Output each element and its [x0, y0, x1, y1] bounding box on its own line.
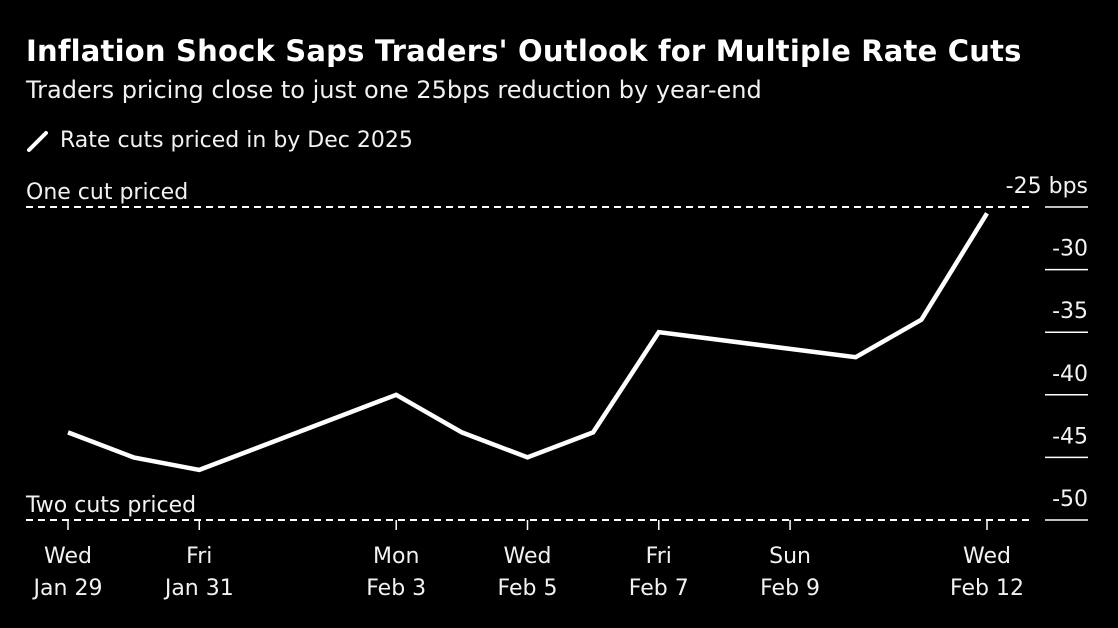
y-tick-label: -25 bps	[1006, 174, 1088, 199]
x-tick-label-day: Fri	[186, 544, 212, 569]
x-tick-label-day: Wed	[963, 544, 1011, 569]
x-tick-label-day: Sun	[769, 544, 811, 569]
reference-line-label: Two cuts priced	[25, 493, 196, 518]
legend: Rate cuts priced in by Dec 2025	[26, 128, 413, 153]
y-tick-label: -50	[1052, 487, 1088, 512]
legend-label: Rate cuts priced in by Dec 2025	[60, 128, 413, 153]
x-tick-label-date: Feb 3	[366, 576, 426, 601]
x-tick-label-date: Feb 9	[760, 576, 820, 601]
x-tick-label-day: Wed	[504, 544, 552, 569]
x-tick-label-date: Jan 29	[32, 576, 103, 601]
y-tick-label: -40	[1052, 362, 1088, 387]
line-swatch-icon	[26, 129, 50, 153]
x-tick-label-date: Feb 7	[629, 576, 689, 601]
x-tick-label-day: Mon	[373, 544, 419, 569]
chart-title: Inflation Shock Saps Traders' Outlook fo…	[26, 34, 1022, 68]
x-tick-label-day: Wed	[44, 544, 92, 569]
x-tick-label-date: Feb 12	[950, 576, 1024, 601]
x-tick-label-day: Fri	[646, 544, 672, 569]
x-tick-label-date: Jan 31	[163, 576, 234, 601]
x-tick-label-date: Feb 5	[498, 576, 558, 601]
y-tick-label: -45	[1052, 424, 1088, 449]
y-tick-label: -30	[1052, 237, 1088, 262]
y-tick-label: -35	[1052, 299, 1088, 324]
series-line	[67, 212, 989, 473]
chart-subtitle: Traders pricing close to just one 25bps …	[26, 76, 762, 104]
reference-line-label: One cut priced	[26, 180, 188, 205]
